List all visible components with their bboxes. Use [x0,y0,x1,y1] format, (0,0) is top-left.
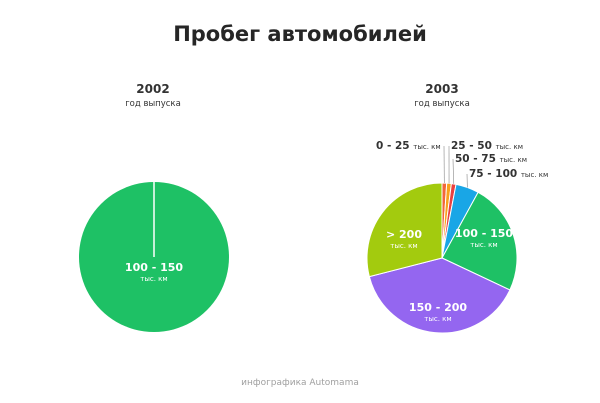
chart-2002-subtitle: год выпуска [125,99,181,109]
slice-unit-2003-6: тыс. км [390,242,417,250]
slice-label-2002-0: 100 - 150 [125,261,183,274]
chart-2002-title: 2002 [136,82,170,96]
callout-label-0: 0 - 25 тыс. км [376,140,441,152]
pie-slice-2003-6 [366,182,443,278]
callout-label-3: 75 - 100 тыс. км [469,168,548,180]
pie-slice-2003-4 [441,191,518,291]
chart-2003-subtitle: год выпуска [414,99,470,109]
callout-line-2 [452,158,455,184]
pie-slice-2003-5 [368,257,511,334]
slice-unit-2003-4: тыс. км [470,241,497,249]
footer-credit: инфографика Automama [241,378,359,388]
slice-label-2003-5: 150 - 200 [409,301,467,314]
slice-unit-2003-5: тыс. км [424,315,451,323]
callout-label-1: 25 - 50 тыс. км [451,140,523,152]
chart-2003-title: 2003 [425,82,459,96]
page-title: Пробег автомобилей [173,22,427,46]
slice-label-2003-4: 100 - 150 [455,227,513,240]
callout-label-2: 50 - 75 тыс. км [455,153,527,165]
slice-unit-2002-0: тыс. км [140,275,167,283]
slice-label-2003-6: > 200 [386,228,422,241]
